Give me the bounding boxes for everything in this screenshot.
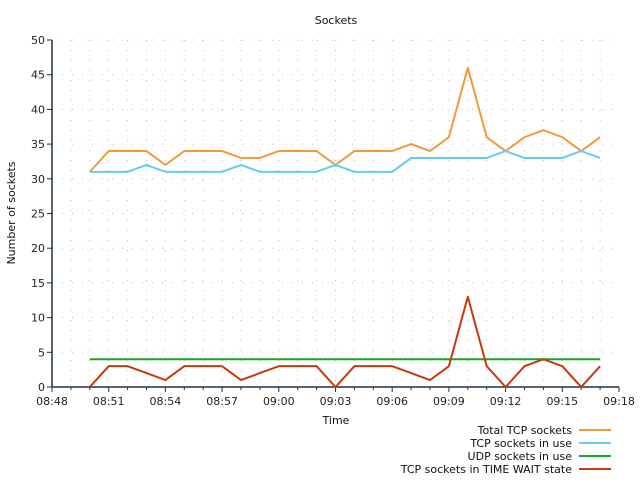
x-tick-label: 09:15: [546, 395, 578, 408]
legend-entry-label: TCP sockets in use: [469, 437, 572, 450]
y-tick-label: 10: [31, 312, 45, 325]
y-tick-label: 40: [31, 103, 45, 116]
y-tick-label: 15: [31, 277, 45, 290]
legend-entry-label: TCP sockets in TIME WAIT state: [400, 463, 572, 476]
legend-entry-label: UDP sockets in use: [468, 450, 573, 463]
series-line-2: [89, 150, 601, 173]
axes: [51, 40, 619, 388]
x-tick-label: 08:48: [36, 395, 68, 408]
y-tick-label: 20: [31, 242, 45, 255]
series-line-4: [89, 295, 601, 388]
y-tick-label: 50: [31, 34, 45, 47]
y-axis-label: Number of sockets: [5, 161, 18, 264]
y-tick-label: 5: [38, 346, 45, 359]
series-line-1: [89, 66, 601, 173]
x-tick-label: 09:12: [490, 395, 522, 408]
y-axis-ticks: 0 5 10 15 20 25 30 35 40 45 50: [31, 34, 52, 394]
series-lines: [89, 66, 601, 388]
x-tick-label: 09:03: [320, 395, 352, 408]
x-tick-label: 09:09: [433, 395, 465, 408]
y-tick-label: 35: [31, 138, 45, 151]
y-tick-label: 25: [31, 208, 45, 221]
y-tick-label: 45: [31, 69, 45, 82]
x-tick-label: 08:51: [93, 395, 125, 408]
y-tick-label: 0: [38, 381, 45, 394]
x-tick-label: 09:06: [376, 395, 408, 408]
x-tick-label: 09:00: [263, 395, 295, 408]
x-tick-label: 08:54: [150, 395, 182, 408]
x-axis-label: Time: [322, 414, 350, 427]
x-axis-ticks: 08:48 08:51 08:54 08:57 09:00 09:03 09:06 09:09…: [36, 387, 635, 408]
x-tick-label: 09:18: [603, 395, 635, 408]
chart-title: Sockets: [315, 14, 358, 27]
x-tick-label: 08:57: [206, 395, 238, 408]
grid-lines: [52, 39, 619, 387]
y-tick-label: 30: [31, 173, 45, 186]
legend-entry-label: Total TCP sockets: [477, 424, 573, 437]
